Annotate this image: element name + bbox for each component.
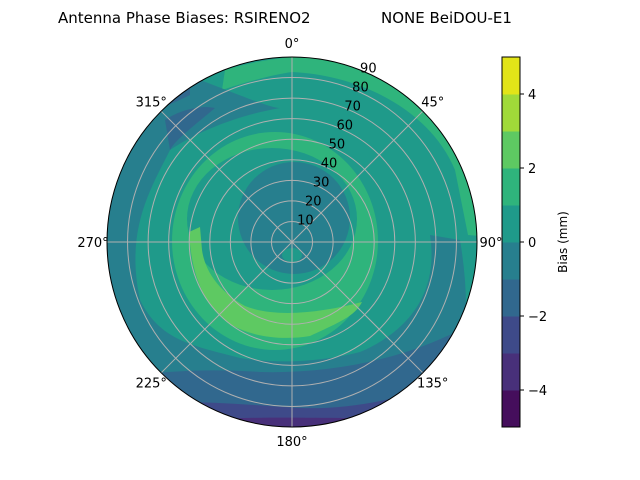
colorbar-tick-label: 2 — [528, 162, 536, 177]
colorbar-band — [502, 242, 520, 280]
colorbar-tick-label: 4 — [528, 88, 536, 103]
angular-tick-label: 315° — [136, 95, 167, 110]
angular-gridline — [291, 110, 424, 243]
angular-tick-label: 225° — [136, 377, 167, 392]
angular-tick-label: 0° — [285, 37, 300, 52]
radial-tick-label: 10 — [297, 213, 314, 228]
colorbar-tick-label: −4 — [528, 384, 547, 399]
polar-grid — [107, 57, 477, 427]
colorbar-band — [502, 279, 520, 317]
angular-gridline — [291, 241, 424, 374]
radial-tick-label: 20 — [305, 194, 322, 209]
angular-gridline — [160, 110, 293, 243]
radial-tick-label: 30 — [313, 175, 330, 190]
colorbar-tick-label: 0 — [528, 236, 536, 251]
chart-title-right: NONE BeiDOU-E1 — [381, 9, 512, 27]
radial-tick-label: 80 — [352, 80, 369, 95]
radial-tick-label: 40 — [321, 156, 338, 171]
radial-tick-label: 70 — [344, 99, 361, 114]
radial-tick-labels: 10 20 30 40 50 60 70 80 90 — [297, 61, 376, 228]
colorbar-band — [502, 168, 520, 206]
colorbar-band — [502, 57, 520, 95]
colorbar-band — [502, 316, 520, 354]
contour-band-neg1-0-center — [238, 162, 350, 274]
colorbar — [502, 57, 520, 428]
radial-tick-label: 90 — [360, 61, 377, 76]
polar-frame — [106, 56, 478, 428]
contour-band-2-3-crescent — [189, 227, 362, 338]
radial-tick-label: 60 — [336, 118, 353, 133]
radial-tick-label: 50 — [329, 137, 346, 152]
angular-gridline — [160, 241, 293, 374]
colorbar-band — [502, 205, 520, 243]
angular-tick-labels: 0° 45° 90° 135° 180° 225° 270° 315° — [77, 37, 502, 450]
colorbar-band — [502, 390, 520, 428]
angular-tick-label: 45° — [421, 95, 444, 110]
colorbar-label: Bias (mm) — [556, 211, 570, 273]
angular-tick-label: 135° — [417, 377, 448, 392]
contour-band-1-2-top — [222, 57, 292, 90]
angular-tick-label: 180° — [276, 435, 307, 450]
colorbar-band — [502, 353, 520, 391]
angular-tick-label: 90° — [479, 236, 502, 251]
colorbar-band — [502, 94, 520, 132]
colorbar-ticks: −4 −2 0 2 4 — [520, 88, 547, 399]
colorbar-tick-label: −2 — [528, 310, 547, 325]
chart-title-left: Antenna Phase Biases: RSIRENO2 — [58, 9, 311, 27]
contour-band-neg4-neg3-rim — [150, 405, 450, 427]
angular-tick-label: 270° — [77, 236, 108, 251]
colorbar-band — [502, 131, 520, 169]
